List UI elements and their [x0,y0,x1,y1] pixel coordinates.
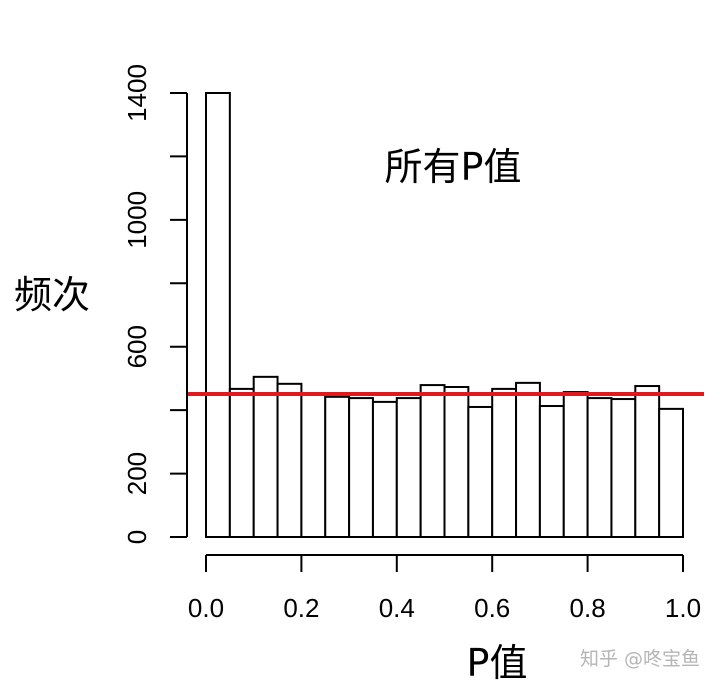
histogram-bar [395,397,422,538]
histogram-bar [324,395,351,538]
histogram-bar [348,397,374,538]
y-tick-label: 200 [122,452,152,495]
x-tick-label: 0.8 [570,593,606,623]
histogram-bars [205,92,685,539]
x-tick-label: 0.4 [379,593,415,623]
histogram-bar [658,407,685,539]
histogram-bar [515,381,541,538]
y-tick-label: 0 [122,530,152,544]
y-tick-label: 600 [122,325,152,368]
histogram-bar [538,405,565,538]
histogram-bar [300,393,327,539]
histogram-bar [467,405,494,538]
x-tick-label: 0.6 [474,593,510,623]
x-tick-label: 0.2 [283,593,319,623]
x-tick-label: 0.0 [188,593,224,623]
y-tick-label: 1000 [122,191,152,249]
histogram-bar [371,400,398,539]
x-axis: 0.0 0.2 0.4 0.6 0.8 1.0 [188,554,701,623]
histogram-bar [610,398,637,538]
x-axis-label: P值 [467,641,528,685]
histogram-bar [228,387,255,538]
y-tick-label: 1400 [122,64,152,122]
y-axis: 0 200 600 1000 1400 [122,64,188,544]
histogram-bar [205,92,231,538]
histogram-bar [491,387,518,538]
histogram-bar [586,397,613,538]
chart-title: 所有P值 [385,145,522,189]
histogram-bar [443,385,470,538]
histogram-bar [419,384,446,538]
histogram-bar [562,391,589,538]
histogram-bar [634,385,661,539]
watermark: 知乎 @咚宝鱼 [580,648,700,670]
y-axis-label: 频次 [14,273,90,317]
histogram-bar [276,382,303,538]
histogram-bar [252,375,279,539]
x-tick-label: 1.0 [665,593,701,623]
